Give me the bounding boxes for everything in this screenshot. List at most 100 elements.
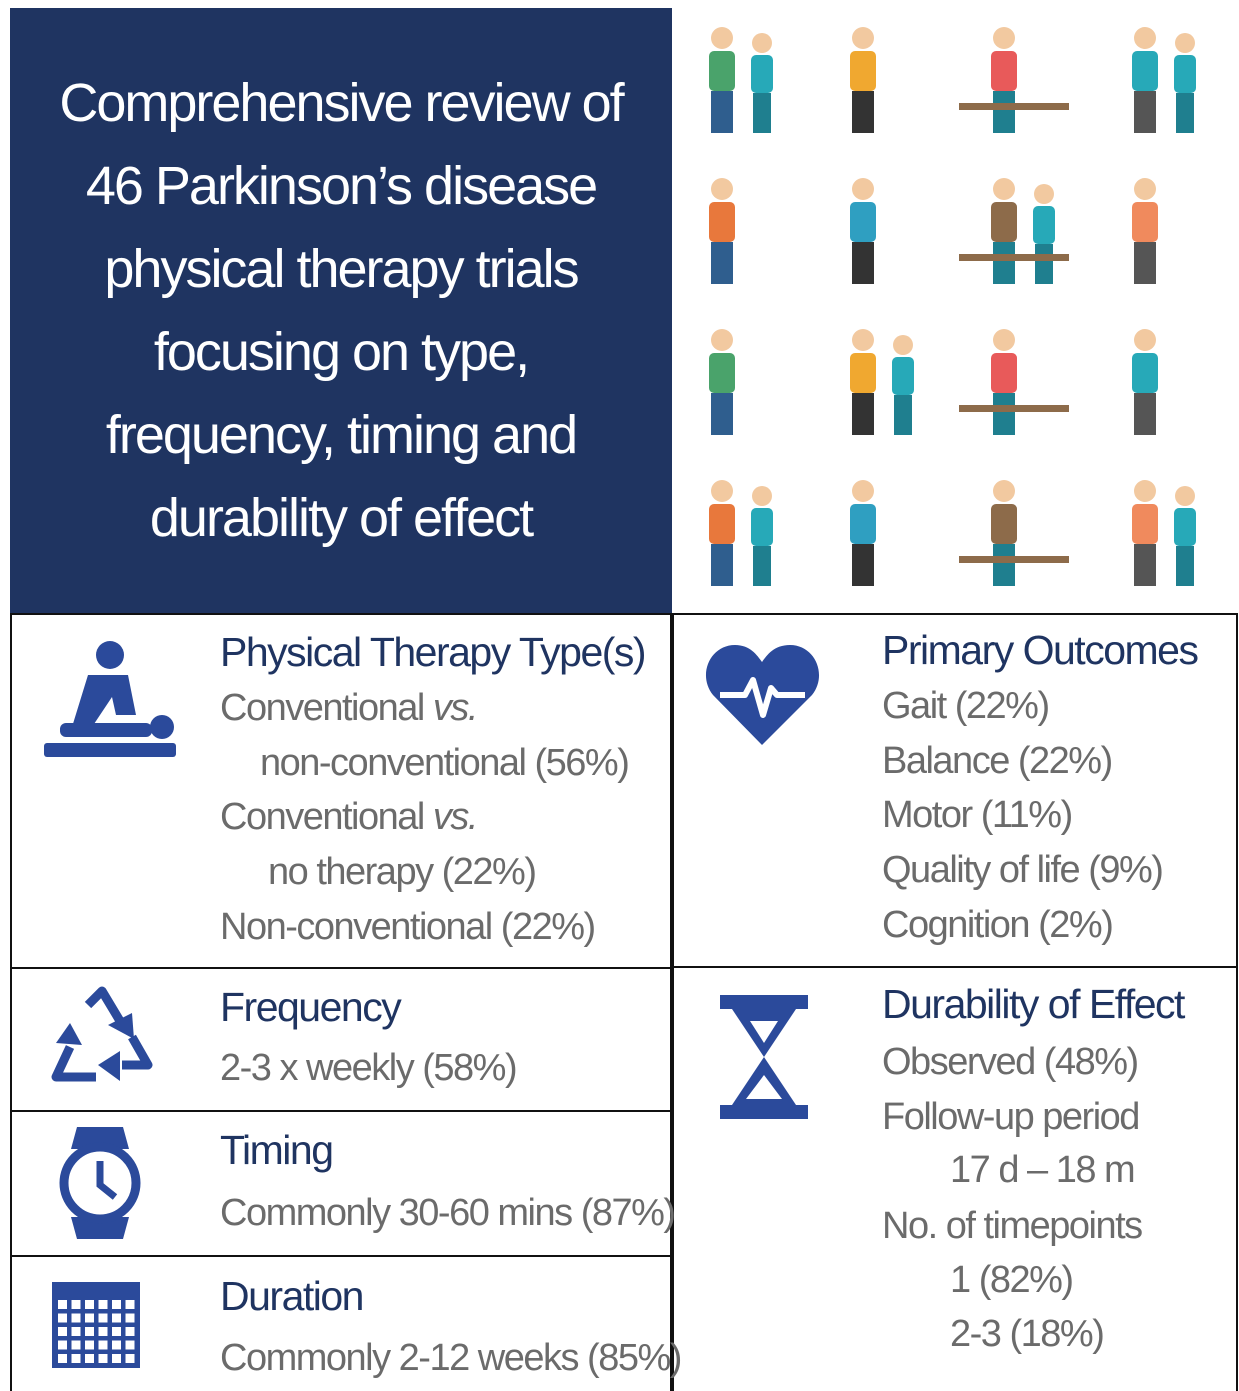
person-illustration	[1132, 329, 1158, 435]
legs	[753, 93, 771, 133]
massage-icon	[40, 635, 180, 765]
torso	[1132, 202, 1158, 242]
panel-text: non-conventional (56%)	[260, 738, 628, 788]
head	[1134, 329, 1156, 351]
table	[959, 254, 1069, 261]
text: Conventional	[220, 796, 424, 838]
panel-text: Gait (22%)	[882, 681, 1049, 731]
head	[993, 178, 1015, 200]
calendar-cell	[126, 1354, 135, 1363]
legs	[852, 393, 874, 435]
calendar-cell	[99, 1314, 108, 1323]
torso	[1174, 55, 1196, 93]
legs	[1176, 93, 1194, 133]
head	[752, 486, 772, 506]
legs	[711, 393, 733, 435]
text: Conventional	[220, 687, 424, 729]
torso	[709, 353, 735, 393]
head	[993, 27, 1015, 49]
calendar-cell	[85, 1314, 94, 1323]
calendar-cell	[112, 1314, 121, 1323]
panel-text: Conventional vs.	[220, 683, 477, 733]
panel-text: Follow-up period	[882, 1092, 1139, 1142]
head	[1175, 486, 1195, 506]
panel-text: no therapy (22%)	[268, 847, 536, 897]
person-illustration	[850, 329, 914, 435]
head	[852, 329, 874, 351]
torso	[1132, 51, 1158, 91]
torso	[1174, 508, 1196, 546]
title-line: frequency, timing and	[106, 394, 576, 477]
panel-text: 1 (82%)	[950, 1255, 1073, 1305]
person-illustration	[850, 178, 876, 284]
panel-text: Commonly 2-12 weeks (85%)	[220, 1333, 681, 1383]
calendar-cell	[58, 1300, 67, 1309]
panel-heading: Frequency	[220, 982, 400, 1032]
head	[1134, 178, 1156, 200]
head	[993, 329, 1015, 351]
calendar-cell	[72, 1354, 81, 1363]
torso	[850, 353, 876, 393]
calendar-icon	[50, 1280, 142, 1370]
panel-heading: Durability of Effect	[882, 979, 1184, 1029]
head	[1034, 184, 1054, 204]
emphasis: vs.	[433, 796, 477, 838]
table	[959, 405, 1069, 412]
torso	[709, 504, 735, 544]
person-illustration	[709, 480, 773, 586]
panel-text: 2-3 (18%)	[950, 1309, 1103, 1359]
torso	[751, 55, 773, 93]
infographic: Comprehensive review of 46 Parkinson’s d…	[0, 0, 1239, 1391]
calendar-cell	[72, 1300, 81, 1309]
calendar-cell	[126, 1300, 135, 1309]
therapy-illustrations	[672, 8, 1237, 614]
panel-text: 17 d – 18 m	[950, 1145, 1134, 1195]
panel-text: Motor (11%)	[882, 790, 1072, 840]
panel-text: Commonly 30-60 mins (87%)	[220, 1188, 675, 1238]
head	[852, 27, 874, 49]
legs	[1176, 546, 1194, 586]
legs	[711, 242, 733, 284]
legs	[1134, 91, 1156, 133]
head	[1134, 480, 1156, 502]
hourglass-icon	[720, 995, 808, 1119]
legs	[852, 544, 874, 586]
legs	[711, 91, 733, 133]
title-line: focusing on type,	[154, 311, 528, 394]
panel-text: Quality of life (9%)	[882, 845, 1162, 895]
person-illustration	[1132, 178, 1158, 284]
panel-heading: Duration	[220, 1271, 363, 1321]
calendar-cell	[99, 1327, 108, 1336]
panel-heading: Primary Outcomes	[882, 625, 1197, 675]
calendar-cell	[58, 1341, 67, 1350]
calendar-cell	[58, 1327, 67, 1336]
table	[959, 103, 1069, 110]
calendar-cell	[72, 1327, 81, 1336]
torso	[1033, 206, 1055, 244]
legs	[852, 242, 874, 284]
panel-text: Observed (48%)	[882, 1037, 1138, 1087]
emphasis: vs.	[433, 687, 477, 729]
legs	[993, 544, 1015, 586]
head	[711, 480, 733, 502]
calendar-cell	[99, 1341, 108, 1350]
torso	[991, 51, 1017, 91]
calendar-cell	[126, 1314, 135, 1323]
person-illustration	[959, 329, 1069, 435]
calendar-cell	[85, 1341, 94, 1350]
torso	[850, 51, 876, 91]
legs	[1134, 544, 1156, 586]
torso	[892, 357, 914, 395]
head	[852, 178, 874, 200]
person-illustration	[709, 178, 735, 284]
calendar-cell	[85, 1354, 94, 1363]
head	[711, 27, 733, 49]
panel-heading: Physical Therapy Type(s)	[220, 627, 645, 677]
calendar-cell	[72, 1314, 81, 1323]
title-line: physical therapy trials	[104, 228, 577, 311]
person-illustration	[709, 329, 735, 435]
panel-text: Conventional vs.	[220, 792, 477, 842]
watch-icon	[55, 1123, 145, 1243]
torso	[991, 504, 1017, 544]
person-illustration	[1132, 27, 1196, 133]
